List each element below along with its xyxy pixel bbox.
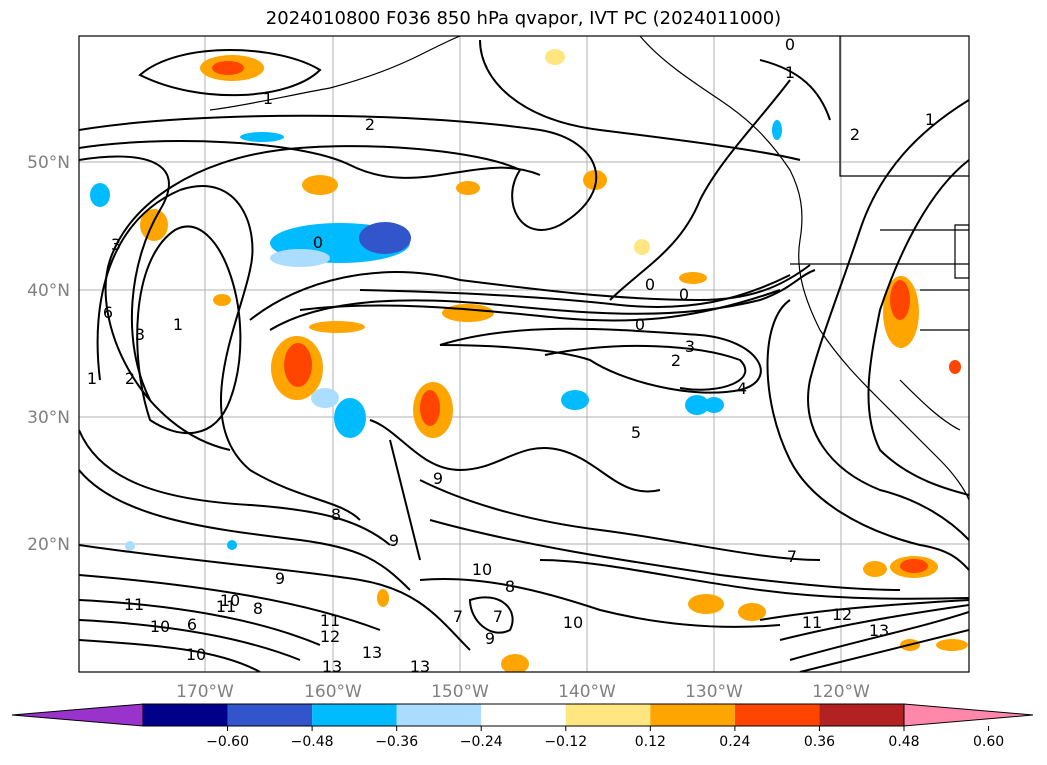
lon-label-140w: 140°W — [558, 682, 616, 702]
colorbar-tick-label: 0.12 — [635, 734, 666, 750]
lon-label-150w: 150°W — [431, 682, 489, 702]
lat-label-40n: 40°N — [27, 281, 70, 301]
contour-label: 1 — [785, 63, 795, 82]
contour-label: 1 — [263, 89, 273, 108]
plot-frame — [78, 35, 970, 673]
contour-label: 8 — [331, 505, 341, 524]
contour-label: 4 — [737, 379, 747, 398]
contour-label: 1 — [173, 315, 183, 334]
colorbar-box — [481, 704, 566, 726]
contour-label: 10 — [186, 645, 206, 664]
colorbar-box — [650, 704, 735, 726]
contour-label: 2 — [671, 351, 681, 370]
colorbar-tick-label: −0.24 — [460, 734, 503, 750]
contour-label: 13 — [362, 643, 382, 662]
contour-label: 1 — [925, 110, 935, 129]
lat-label-20n: 20°N — [27, 535, 70, 555]
contour-label: 5 — [631, 423, 641, 442]
contour-label: 11 — [216, 597, 236, 616]
colorbar-box — [143, 704, 228, 726]
contour-label: 2 — [365, 115, 375, 134]
contour-label: 9 — [389, 531, 399, 550]
contour-label: 7 — [493, 607, 503, 626]
contour-label: 8 — [253, 599, 263, 618]
ivt-contours — [79, 39, 969, 672]
contour-label: 13 — [869, 621, 889, 640]
colorbar-tick-label: 0.48 — [888, 734, 919, 750]
colorbar-extend-high — [903, 703, 1034, 727]
contour-label: 1 — [87, 369, 97, 388]
contour-label: 0 — [785, 35, 795, 54]
colorbar — [11, 703, 1034, 727]
plot-area — [79, 36, 969, 672]
contour-label: 0 — [679, 285, 689, 304]
coastlines — [209, 36, 969, 501]
contour-label: 9 — [433, 469, 443, 488]
colorbar-box — [734, 704, 820, 726]
contour-label: 10 — [472, 560, 492, 579]
contour-label: 3 — [111, 235, 121, 254]
contour-label: 7 — [787, 547, 797, 566]
lon-label-120w: 120°W — [812, 682, 870, 702]
colorbar-box — [227, 704, 313, 726]
contour-label: 6 — [187, 615, 197, 634]
colorbar-ticks: −0.60 −0.48 −0.36 −0.24 −0.12 0.12 0.24 0.36 0.4… — [206, 726, 1004, 750]
contour-label: 12 — [832, 605, 852, 624]
colorbar-frame — [142, 703, 905, 727]
colorbar-tick-label: −0.36 — [375, 734, 418, 750]
contour-label: 11 — [124, 595, 144, 614]
anomaly-fills — [90, 49, 968, 672]
contour-label: 11 — [320, 611, 340, 630]
contour-label: 3 — [135, 325, 145, 344]
lat-label-30n: 30°N — [27, 408, 70, 428]
colorbar-tick-label: −0.48 — [291, 734, 334, 750]
contour-label: 13 — [410, 657, 430, 676]
lon-label-130w: 130°W — [685, 682, 743, 702]
lat-labels: 50°N 40°N 30°N 20°N — [27, 153, 70, 555]
colorbar-box — [396, 704, 482, 726]
colorbar-tick-label: −0.12 — [544, 734, 587, 750]
contour-label: 9 — [485, 629, 495, 648]
colorbar-tick-label: −0.60 — [206, 734, 249, 750]
contour-label: 7 — [453, 607, 463, 626]
colorbar-box — [565, 704, 651, 726]
gridlines — [79, 36, 969, 672]
lon-label-160w: 160°W — [304, 682, 362, 702]
contour-label: 2 — [850, 125, 860, 144]
map-title: 2024010800 F036 850 hPa qvapor, IVT PC (… — [265, 8, 782, 29]
contour-label: 0 — [313, 233, 323, 252]
contour-label: 11 — [802, 613, 822, 632]
contour-label: 3 — [685, 337, 695, 356]
contour-label: 2 — [125, 369, 135, 388]
colorbar-tick-label: 0.60 — [973, 734, 1004, 750]
contour-label: 13 — [322, 657, 342, 676]
contour-label: 8 — [505, 577, 515, 596]
colorbar-box — [819, 704, 904, 726]
contour-label: 0 — [635, 315, 645, 334]
lon-labels: 170°W 160°W 150°W 140°W 130°W 120°W — [176, 682, 870, 702]
contour-label: 9 — [275, 569, 285, 588]
colorbar-box — [312, 704, 397, 726]
lon-label-170w: 170°W — [176, 682, 234, 702]
lat-label-50n: 50°N — [27, 153, 70, 173]
contour-label: 10 — [563, 613, 583, 632]
contour-label: 12 — [320, 627, 340, 646]
colorbar-extend-low — [11, 703, 144, 727]
contour-label: 10 — [150, 617, 170, 636]
contour-label: 0 — [645, 275, 655, 294]
contour-label: 10 — [220, 591, 240, 610]
colorbar-tick-label: 0.24 — [719, 734, 750, 750]
colorbar-tick-label: 0.36 — [804, 734, 835, 750]
contour-label: 6 — [103, 303, 113, 322]
